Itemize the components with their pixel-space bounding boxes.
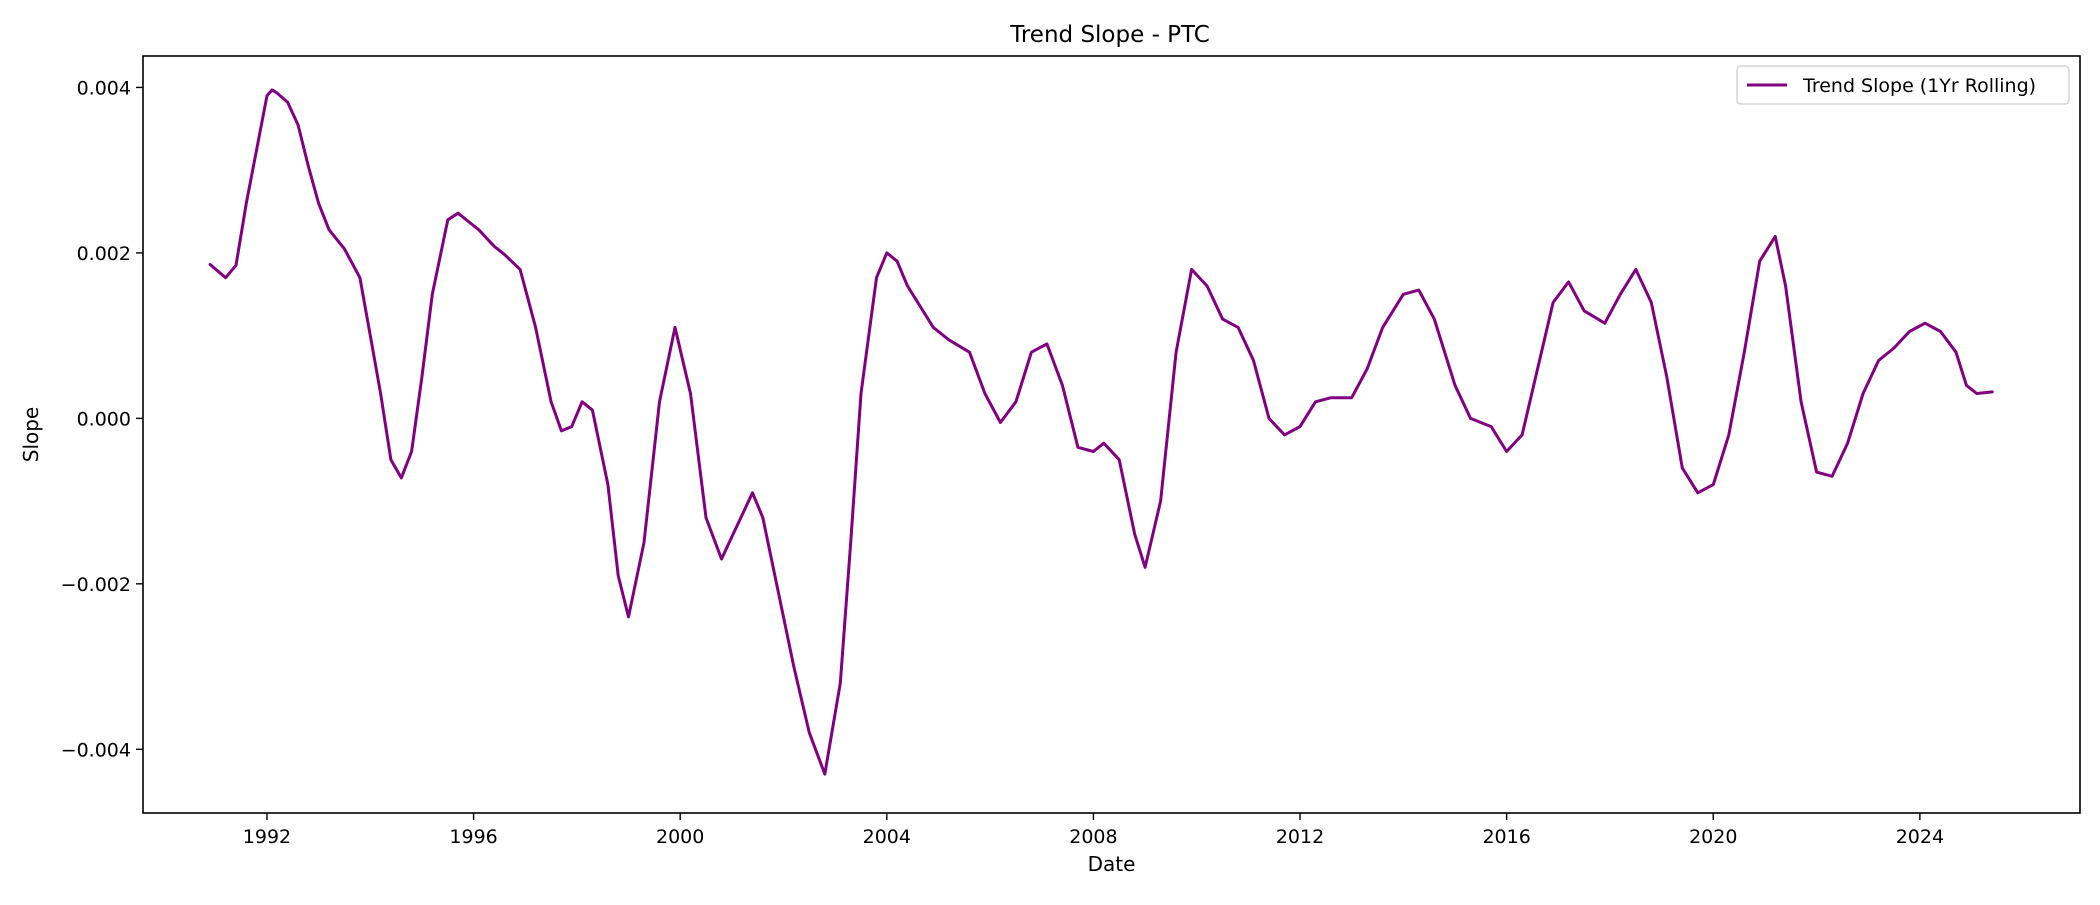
y-tick-label: 0.004 bbox=[77, 77, 131, 99]
x-tick-label: 1992 bbox=[243, 826, 291, 848]
chart-title: Trend Slope - PTC bbox=[1009, 22, 1210, 48]
x-tick-label: 1996 bbox=[449, 826, 497, 848]
x-tick-label: 2004 bbox=[863, 826, 911, 848]
legend-label: Trend Slope (1Yr Rolling) bbox=[1802, 75, 2036, 97]
legend: Trend Slope (1Yr Rolling) bbox=[1736, 65, 2070, 105]
x-tick-label: 2024 bbox=[1896, 826, 1944, 848]
plot-area bbox=[208, 88, 1994, 776]
x-tick-label: 2000 bbox=[656, 826, 704, 848]
plot-frame bbox=[142, 55, 2081, 814]
x-axis: 1992 1996 2000 2004 2008 2012 2016 2020 2024 bbox=[243, 813, 1944, 848]
legend-box bbox=[1736, 65, 2070, 105]
y-tick-label: −0.004 bbox=[61, 739, 131, 761]
y-axis: 0.004 0.002 0.000 −0.002 −0.004 bbox=[61, 77, 143, 761]
x-axis-title: Date bbox=[1088, 852, 1136, 876]
x-tick-label: 2016 bbox=[1482, 826, 1530, 848]
x-tick-label: 2012 bbox=[1276, 826, 1324, 848]
y-axis-title: Slope bbox=[19, 407, 43, 463]
y-tick-label: −0.002 bbox=[61, 574, 131, 596]
y-tick-label: 0.002 bbox=[77, 243, 131, 265]
series-line-0 bbox=[208, 88, 1994, 776]
y-tick-label: 0.000 bbox=[77, 408, 131, 430]
x-tick-label: 2008 bbox=[1069, 826, 1117, 848]
x-tick-label: 2020 bbox=[1689, 826, 1737, 848]
